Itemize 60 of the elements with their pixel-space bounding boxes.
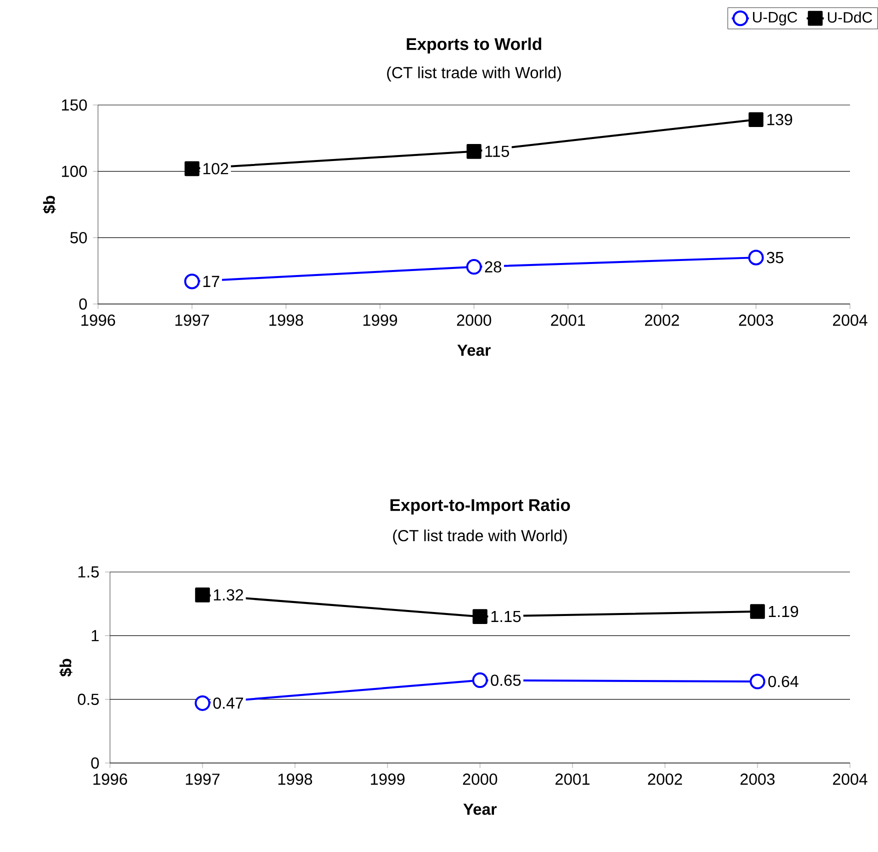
point xyxy=(184,161,200,176)
point xyxy=(748,112,764,127)
x-tick-label: 1999 xyxy=(370,774,405,785)
chart-subtitle: (CT list trade with World) xyxy=(393,530,567,544)
data-label: 1.19 xyxy=(768,606,798,618)
data-label: 0.64 xyxy=(768,676,798,688)
point xyxy=(472,609,488,624)
x-tick-label: 1996 xyxy=(93,774,128,785)
y-tick-label: 0.5 xyxy=(78,694,99,705)
x-tick-label: 2002 xyxy=(648,774,682,785)
point xyxy=(466,259,482,275)
point xyxy=(750,674,766,690)
x-tick-label: 1999 xyxy=(363,314,398,326)
x-tick-label: 2001 xyxy=(556,774,590,785)
x-axis-title: Year xyxy=(457,344,491,356)
chart-title: Export-to-Import Ratio xyxy=(390,498,570,514)
data-label: 28 xyxy=(485,261,502,273)
y-axis-title: $b xyxy=(42,196,56,214)
y-tick-label: 0 xyxy=(91,757,99,769)
point xyxy=(194,695,210,711)
chart-subtitle: (CT list trade with World) xyxy=(387,66,561,82)
chart-title: Exports to World xyxy=(406,38,542,54)
x-tick-label: 2002 xyxy=(645,314,679,326)
data-label: 35 xyxy=(766,252,784,264)
x-tick-label: 2004 xyxy=(833,314,868,326)
y-axis-title: $b xyxy=(59,658,72,677)
y-tick-label: 50 xyxy=(70,232,87,244)
x-tick-label: 1998 xyxy=(269,314,304,326)
x-tick-label: 1996 xyxy=(81,314,116,326)
point xyxy=(466,144,482,159)
point xyxy=(748,250,764,266)
data-label: 1.32 xyxy=(214,589,244,601)
x-tick-label: 1997 xyxy=(186,774,220,785)
point xyxy=(195,588,210,602)
x-axis-title: Year xyxy=(463,804,497,815)
point xyxy=(472,672,488,688)
data-label: 115 xyxy=(485,146,510,158)
x-tick-label: 2001 xyxy=(551,314,585,326)
x-tick-label: 1997 xyxy=(175,314,209,326)
data-label: 0.47 xyxy=(213,697,244,709)
y-tick-label: 100 xyxy=(62,166,87,177)
legend-label: U-DgC xyxy=(753,12,798,26)
point xyxy=(184,274,200,290)
y-tick-label: 1 xyxy=(92,630,99,642)
data-label: 1.15 xyxy=(491,610,521,622)
y-tick-label: 150 xyxy=(62,99,87,111)
data-label: 102 xyxy=(203,163,228,174)
x-tick-label: 1998 xyxy=(278,774,312,785)
x-tick-label: 2000 xyxy=(457,314,492,326)
x-tick-label: 2000 xyxy=(463,774,498,785)
legend-label: U-DdC xyxy=(828,12,872,23)
x-tick-label: 2003 xyxy=(740,774,775,785)
x-tick-label: 2004 xyxy=(833,774,868,785)
data-label: 17 xyxy=(203,276,220,287)
point xyxy=(750,604,765,619)
data-label: 0.65 xyxy=(490,674,521,686)
x-tick-label: 2003 xyxy=(739,314,774,326)
y-tick-label: 1.5 xyxy=(78,566,99,578)
data-label: 139 xyxy=(767,114,792,126)
y-tick-label: 0 xyxy=(79,298,87,310)
